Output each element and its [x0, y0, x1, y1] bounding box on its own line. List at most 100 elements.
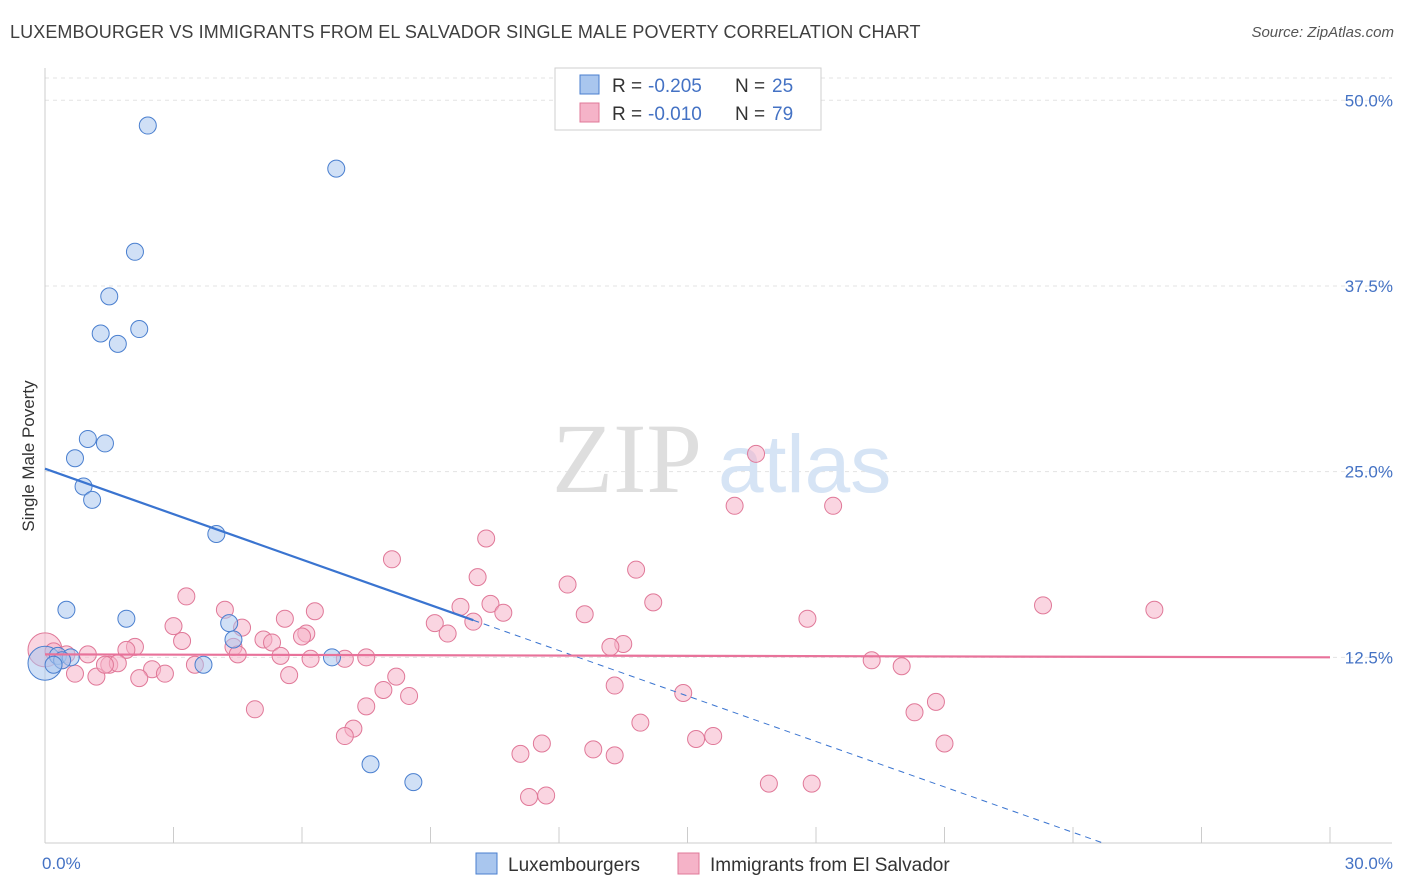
data-point: [155, 664, 174, 683]
data-point: [511, 744, 530, 763]
data-point: [173, 631, 192, 650]
data-point: [674, 683, 693, 702]
data-point: [125, 242, 144, 261]
bottom-legend-swatch-pink: [677, 852, 700, 875]
legend-box: R = -0.205 N = 25 R = -0.010 N = 79: [554, 67, 822, 131]
data-point: [361, 755, 380, 774]
data-point: [224, 630, 243, 649]
data-point: [301, 649, 320, 668]
data-point: [95, 655, 114, 674]
data-point: [631, 713, 650, 732]
data-point: [177, 587, 196, 606]
grid-lines: [45, 77, 1392, 658]
data-point: [747, 444, 766, 463]
data-point: [117, 609, 136, 628]
legend-r-label-2: R =: [612, 104, 642, 125]
data-point: [220, 614, 239, 633]
data-point: [605, 676, 624, 695]
watermark-zip: ZIP: [552, 403, 702, 514]
data-point: [494, 603, 513, 622]
data-point: [357, 648, 376, 667]
data-point: [357, 697, 376, 716]
data-point: [387, 667, 406, 686]
y-tick-label: 25.0%: [1345, 463, 1393, 482]
data-point: [468, 568, 487, 587]
data-point: [892, 657, 911, 676]
data-point: [95, 434, 114, 453]
data-point: [802, 774, 821, 793]
legend-r-value-1: -0.205: [648, 76, 702, 97]
data-point: [83, 490, 102, 509]
legend-r-label-1: R =: [612, 76, 642, 97]
legend-n-value-2: 79: [772, 104, 793, 125]
data-point: [335, 727, 354, 746]
data-point: [404, 773, 423, 792]
data-point: [138, 116, 157, 135]
data-point: [627, 560, 646, 579]
trend-lines: [44, 467, 1331, 844]
data-point: [65, 664, 84, 683]
data-point: [74, 477, 93, 496]
legend-n-label-2: N =: [735, 104, 765, 125]
data-point: [91, 324, 110, 343]
bottom-legend: Luxembourgers Immigrants from El Salvado…: [475, 852, 950, 876]
data-point: [108, 334, 127, 353]
data-point: [905, 703, 924, 722]
data-point: [687, 730, 706, 749]
data-point: [164, 617, 183, 636]
data-point: [464, 612, 483, 631]
x-tick-label: 0.0%: [42, 854, 81, 873]
watermark-atlas: atlas: [718, 419, 891, 510]
legend-r-value-2: -0.010: [648, 104, 702, 125]
data-point: [130, 320, 149, 339]
data-point: [100, 287, 119, 306]
bottom-legend-label-luxembourgers: Luxembourgers: [508, 855, 640, 876]
data-point: [305, 602, 324, 621]
y-axis-label: Single Male Poverty: [19, 380, 38, 532]
source-label: Source: ZipAtlas.com: [1251, 24, 1394, 41]
data-point: [374, 681, 393, 699]
data-point: [280, 666, 299, 685]
y-tick-labels: 12.5% 25.0% 37.5% 50.0%: [1345, 91, 1393, 667]
bottom-legend-swatch-blue: [475, 852, 498, 875]
chart-title: LUXEMBOURGER VS IMMIGRANTS FROM EL SALVA…: [10, 22, 921, 42]
data-point: [275, 609, 294, 628]
data-point: [481, 594, 500, 613]
data-point: [824, 496, 843, 515]
x-tick-label: 30.0%: [1345, 854, 1393, 873]
data-point: [293, 627, 311, 646]
trend-line-luxembourgers: [44, 467, 474, 622]
data-point: [78, 429, 97, 448]
axes: [44, 68, 1392, 844]
legend-swatch-blue: [579, 74, 600, 95]
data-point: [584, 740, 603, 759]
data-point: [438, 624, 457, 643]
data-point: [245, 700, 264, 719]
data-point: [65, 449, 84, 468]
data-point: [862, 651, 881, 670]
series-luxembourgers: [27, 116, 423, 792]
x-tick-labels: 0.0% 30.0%: [42, 854, 1393, 873]
data-point: [477, 529, 496, 548]
data-point: [57, 600, 76, 619]
data-point: [575, 605, 594, 624]
bottom-legend-label-el-salvador: Immigrants from El Salvador: [710, 855, 950, 876]
trend-line-luxembourgers-extension: [473, 619, 1104, 844]
data-point: [601, 637, 620, 656]
data-point: [382, 550, 401, 569]
data-point: [532, 734, 551, 753]
data-point: [194, 655, 213, 674]
legend-n-label-1: N =: [735, 76, 765, 97]
data-point: [798, 609, 817, 628]
data-point: [537, 786, 556, 805]
data-point: [725, 496, 744, 515]
legend-swatch-pink: [579, 102, 600, 123]
data-point: [704, 727, 723, 746]
data-point: [644, 593, 663, 612]
y-tick-label: 12.5%: [1345, 648, 1393, 667]
data-point: [44, 655, 63, 674]
data-point: [759, 774, 778, 793]
trend-line-el-salvador: [44, 653, 1331, 659]
data-point: [400, 686, 419, 705]
